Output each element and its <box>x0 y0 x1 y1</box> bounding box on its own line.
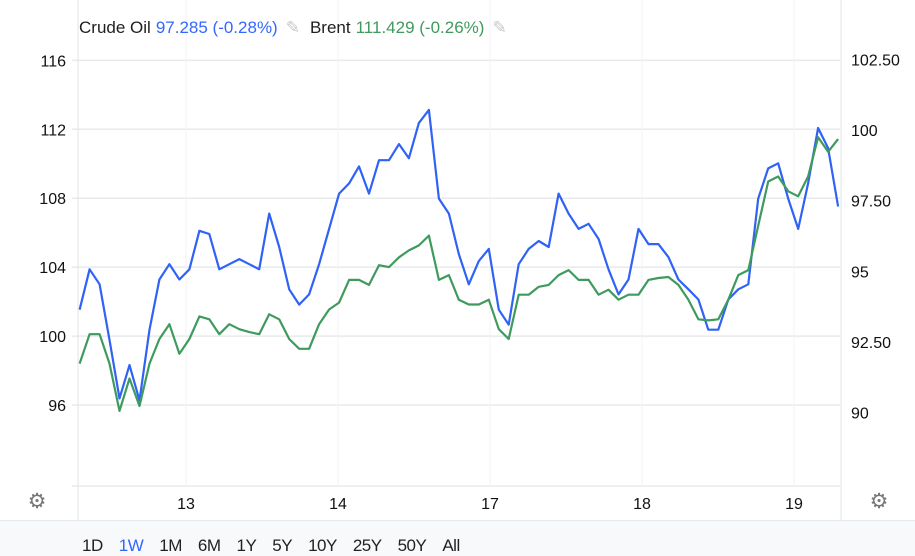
right-tick-label: 95 <box>851 264 869 281</box>
x-tick-label: 17 <box>481 496 499 513</box>
range-1m[interactable]: 1M <box>159 536 182 555</box>
series-lines <box>78 108 840 412</box>
legend-brent-value: 111.429 (-0.26%) <box>355 18 485 37</box>
grid-lines <box>72 0 842 520</box>
left-tick-label: 112 <box>40 122 66 139</box>
range-25y[interactable]: 25Y <box>352 536 382 555</box>
range-5y[interactable]: 5Y <box>272 536 293 555</box>
range-all[interactable]: All <box>442 536 460 555</box>
x-tick-label: 13 <box>177 496 195 513</box>
left-tick-label: 116 <box>40 53 66 70</box>
legend: Crude Oil 97.285 (-0.28%) ✎ Brent 111.42… <box>79 18 517 38</box>
range-bar: 1D 1W 1M 6M 1Y 5Y 10Y 25Y 50Y All <box>0 520 915 556</box>
x-tick-label: 19 <box>785 496 803 513</box>
left-tick-label: 100 <box>39 329 66 346</box>
left-axis-gear-icon[interactable]: ⚙ <box>27 490 47 513</box>
range-50y[interactable]: 50Y <box>397 536 427 555</box>
right-tick-label: 102.50 <box>851 52 900 69</box>
range-1d[interactable]: 1D <box>82 536 103 555</box>
price-chart: 96 100 104 108 112 116 90 92.50 95 97.50 100 102.50… <box>39 0 900 520</box>
pencil-icon[interactable]: ✎ <box>285 18 300 37</box>
left-tick-label: 104 <box>39 260 66 277</box>
series-line-crude-oil <box>78 108 840 402</box>
right-tick-label: 100 <box>851 123 878 140</box>
pencil-icon[interactable]: ✎ <box>492 18 507 37</box>
x-tick-label: 18 <box>633 496 651 513</box>
legend-brent-name: Brent <box>309 18 351 37</box>
range-10y[interactable]: 10Y <box>308 536 337 555</box>
x-tick-label: 14 <box>329 496 347 513</box>
series-line-brent <box>78 136 839 412</box>
right-tick-label: 97.50 <box>851 194 891 211</box>
left-tick-label: 96 <box>48 398 66 415</box>
left-tick-label: 108 <box>39 191 66 208</box>
right-tick-label: 90 <box>851 406 869 423</box>
range-selector: 1D 1W 1M 6M 1Y 5Y 10Y 25Y 50Y All <box>82 536 476 556</box>
range-6m[interactable]: 6M <box>197 536 221 555</box>
axis-ticks: 96 100 104 108 112 116 90 92.50 95 97.50 100 102.50… <box>39 52 900 513</box>
legend-crude-name: Crude Oil <box>79 18 151 37</box>
range-1w[interactable]: 1W <box>118 536 144 555</box>
right-tick-label: 92.50 <box>851 335 891 352</box>
right-axis-gear-icon[interactable]: ⚙ <box>869 490 889 513</box>
range-1y[interactable]: 1Y <box>236 536 257 555</box>
legend-crude-value: 97.285 (-0.28%) <box>155 18 278 37</box>
